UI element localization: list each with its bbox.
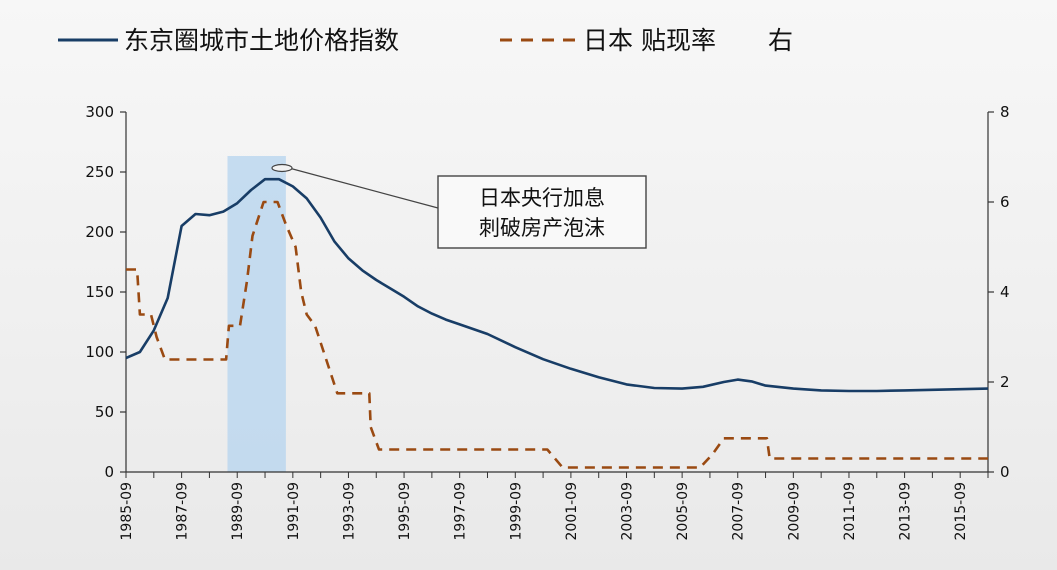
x-tick-label: 2011-09 <box>842 482 858 541</box>
right-tick-label: 2 <box>1000 373 1010 391</box>
left-tick-label: 200 <box>85 223 114 241</box>
x-tick-label: 1991-09 <box>286 482 302 541</box>
x-tick-label: 2007-09 <box>731 482 747 541</box>
right-tick-label: 6 <box>1000 193 1010 211</box>
legend-label-land-index: 东京圈城市土地价格指数 <box>124 26 399 55</box>
x-tick-label: 1993-09 <box>341 482 357 541</box>
x-tick-label: 2015-09 <box>953 482 969 541</box>
right-tick-label: 4 <box>1000 283 1010 301</box>
left-tick-label: 300 <box>85 103 114 121</box>
annotation-box <box>437 175 647 249</box>
x-tick-label: 1995-09 <box>397 482 413 541</box>
legend-label-right-axis: 右 <box>768 26 793 55</box>
x-tick-label: 1997-09 <box>453 482 469 541</box>
legend: 东京圈城市土地价格指数 日本 贴现率 右 <box>58 26 793 55</box>
x-tick-label: 2001-09 <box>564 482 580 541</box>
annotation-line-1: 日本央行加息 <box>479 186 605 210</box>
right-axis-ticks: 0 2 4 6 8 <box>988 103 1010 481</box>
annotation-line-2: 刺破房产泡沫 <box>479 216 605 240</box>
right-tick-label: 0 <box>1000 463 1010 481</box>
left-axis-ticks: 0 50 100 150 200 250 300 <box>85 103 126 481</box>
x-tick-label: 1999-09 <box>508 482 524 541</box>
x-tick-label: 2013-09 <box>898 482 914 541</box>
left-tick-label: 0 <box>104 463 114 481</box>
left-tick-label: 250 <box>85 163 114 181</box>
right-tick-label: 8 <box>1000 103 1010 121</box>
left-tick-label: 100 <box>85 343 114 361</box>
annotation-callout: 日本央行加息 刺破房产泡沫 <box>271 163 647 249</box>
x-tick-label: 1985-09 <box>119 482 135 541</box>
x-tick-label: 2009-09 <box>786 482 802 541</box>
x-tick-label: 1989-09 <box>230 482 246 541</box>
highlight-band <box>227 156 286 472</box>
legend-label-discount-rate: 日本 贴现率 <box>583 26 716 55</box>
series-line-land-index <box>125 177 989 393</box>
annotation-pointer-marker <box>271 163 293 173</box>
annotation-leader-line <box>288 167 439 209</box>
x-tick-label: 2005-09 <box>675 482 691 541</box>
x-tick-label: 2003-09 <box>620 482 636 541</box>
left-tick-label: 150 <box>85 283 114 301</box>
x-axis-ticks: 1985-09 1987-09 1989-09 1991-09 1993-09 1995-… <box>119 472 989 541</box>
left-tick-label: 50 <box>95 403 114 421</box>
x-tick-label: 1987-09 <box>175 482 191 541</box>
